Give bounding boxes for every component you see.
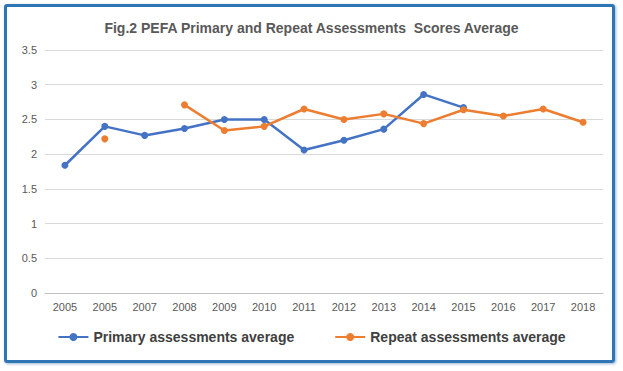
svg-text:2005: 2005 [53,301,77,313]
svg-text:2014: 2014 [411,301,435,313]
svg-text:2010: 2010 [252,301,276,313]
svg-text:1.5: 1.5 [22,183,37,195]
svg-text:Primary assessments average: Primary assessments average [93,329,294,345]
svg-text:2009: 2009 [212,301,236,313]
svg-text:2008: 2008 [172,301,196,313]
svg-text:2005: 2005 [93,301,117,313]
svg-text:3: 3 [31,79,37,91]
svg-text:2015: 2015 [451,301,475,313]
svg-text:2018: 2018 [571,301,595,313]
svg-text:2017: 2017 [531,301,555,313]
svg-text:2011: 2011 [292,301,316,313]
svg-text:Fig.2 PEFA Primary and Repeat: Fig.2 PEFA Primary and Repeat Assessment… [104,20,518,36]
svg-text:2007: 2007 [132,301,156,313]
svg-text:2013: 2013 [372,301,396,313]
svg-text:1: 1 [31,218,37,230]
svg-text:0: 0 [31,287,37,299]
svg-text:0.5: 0.5 [22,252,37,264]
svg-text:Repeat assessments average: Repeat assessments average [370,329,566,345]
svg-text:3.5: 3.5 [22,44,37,56]
svg-text:2016: 2016 [491,301,515,313]
svg-text:2.5: 2.5 [22,113,37,125]
svg-text:2012: 2012 [332,301,356,313]
svg-text:2: 2 [31,148,37,160]
